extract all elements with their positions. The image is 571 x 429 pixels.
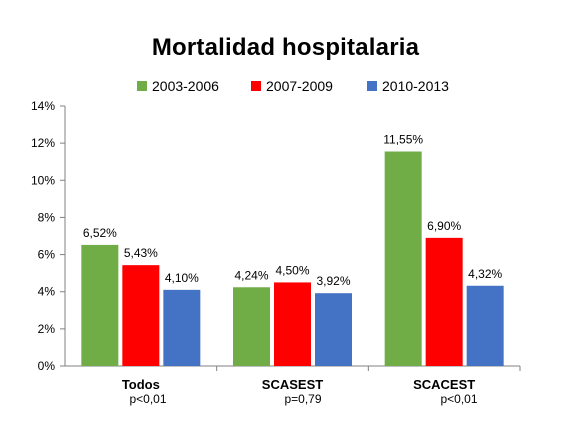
data-label: 3,92%	[316, 274, 350, 288]
legend-item-series-3: 2010-2013	[367, 78, 449, 94]
data-label: 4,10%	[165, 271, 199, 285]
category-sublabel-todos: p<0,01	[129, 392, 167, 406]
x-category-label: Todos	[122, 377, 160, 392]
legend-item-series-1: 2003-2006	[137, 78, 219, 94]
x-category-label: SCASEST	[262, 377, 323, 392]
data-label: 5,43%	[124, 246, 158, 260]
y-tick-label: 6%	[38, 248, 56, 262]
y-tick-label: 4%	[38, 285, 56, 299]
y-tick-label: 2%	[38, 322, 56, 336]
bar	[233, 287, 270, 366]
y-tick-label: 0%	[38, 359, 56, 373]
data-label: 6,90%	[427, 219, 461, 233]
category-sublabel-scacest: p<0,01	[440, 392, 478, 406]
y-tick-label: 8%	[38, 210, 56, 224]
data-label: 4,32%	[468, 267, 502, 281]
y-tick-label: 12%	[31, 136, 55, 150]
bar	[384, 151, 422, 366]
legend-swatch-series-2	[251, 81, 261, 91]
bar	[81, 244, 119, 366]
legend-label-series-2: 2007-2009	[266, 78, 333, 94]
legend-item-series-2: 2007-2009	[251, 78, 333, 94]
data-label: 4,50%	[275, 263, 309, 277]
category-sublabel-scasest: p=0,79	[284, 392, 322, 406]
legend-label-series-3: 2010-2013	[382, 78, 449, 94]
legend-swatch-series-3	[367, 81, 377, 91]
y-tick-label: 10%	[31, 173, 55, 187]
chart-title: Mortalidad hospitalaria	[151, 34, 420, 61]
bar	[163, 289, 201, 366]
bar	[425, 237, 463, 366]
data-label: 4,24%	[234, 268, 268, 282]
bar	[466, 285, 504, 366]
x-category-label: SCACEST	[413, 377, 475, 392]
y-tick-label: 14%	[31, 99, 55, 113]
bar	[315, 293, 352, 366]
legend-swatch-series-1	[137, 81, 147, 91]
data-label: 11,55%	[383, 133, 423, 147]
data-label: 6,52%	[83, 226, 117, 240]
bar	[122, 265, 160, 366]
bar	[274, 282, 311, 366]
legend-label-series-1: 2003-2006	[152, 78, 219, 94]
